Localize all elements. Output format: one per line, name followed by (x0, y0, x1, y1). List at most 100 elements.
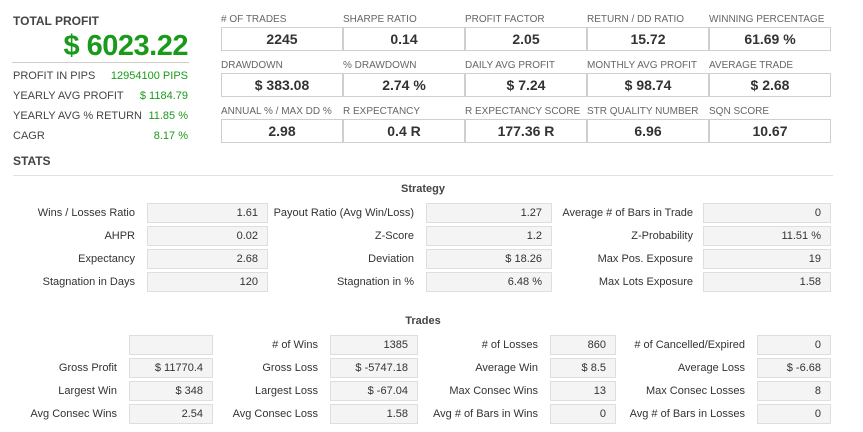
metric-value: $ 7.24 (465, 73, 587, 97)
stat-value: 2.54 (129, 404, 213, 424)
stat-label: Average Loss (677, 362, 745, 374)
stat-label: Avg Consec Wins (30, 408, 117, 420)
stat-label (0, 335, 117, 355)
metric-value: $ 98.74 (587, 73, 709, 97)
stat-value: 0 (550, 404, 616, 424)
stat-label: Z-Probability (631, 230, 693, 242)
stats-title: STATS (13, 154, 51, 168)
stat-label: Max Consec Losses (645, 385, 745, 397)
divider (12, 62, 189, 63)
metric-annual-max-dd: ANNUAL % / MAX DD % 2.98 (221, 105, 343, 143)
stat-label: Stagnation in Days (42, 276, 135, 288)
metric-value: 2245 (221, 27, 343, 51)
summary-row-yearly-avg-profit: YEARLY AVG PROFIT $ 1184.79 (13, 86, 188, 106)
summary-row-cagr: CAGR 8.17 % (13, 126, 188, 146)
total-profit-value: $ 6023.22 (63, 30, 188, 62)
stat-value: 1.27 (426, 203, 552, 223)
metric-trades: # OF TRADES 2245 (221, 13, 343, 51)
summary-value: 11.85 % (148, 110, 188, 122)
metric-daily-avg-profit: DAILY AVG PROFIT $ 7.24 (465, 59, 587, 97)
metric-label: SQN SCORE (709, 106, 770, 117)
metric-value: 15.72 (587, 27, 709, 51)
metric-label: % DRAWDOWN (343, 60, 417, 71)
summary-value: 12954100 PIPS (110, 70, 188, 82)
metric-label: STR QUALITY NUMBER (587, 106, 699, 117)
summary-row-profit-in-pips: PROFIT IN PIPS 12954100 PIPS (13, 66, 188, 86)
stat-label: Average Win (475, 362, 538, 374)
stat-label: # of Wins (272, 339, 318, 351)
metric-value: 10.67 (709, 119, 831, 143)
stat-value (129, 335, 213, 355)
stat-value: 0.02 (147, 226, 268, 246)
summary-label: PROFIT IN PIPS (13, 70, 96, 82)
stat-value: 6.48 % (426, 272, 552, 292)
stat-label: Deviation (368, 253, 414, 265)
stat-value: 1.58 (330, 404, 418, 424)
metric-label: DRAWDOWN (221, 60, 283, 71)
metric-value: 61.69 % (709, 27, 831, 51)
metric-value: $ 2.68 (709, 73, 831, 97)
stat-label: Z-Score (374, 230, 414, 242)
stat-label: Largest Loss (255, 385, 318, 397)
stat-label: Max Pos. Exposure (597, 253, 693, 265)
metric-value: 0.4 R (343, 119, 465, 143)
stat-label: # of Losses (481, 339, 538, 351)
stat-label: Wins / Losses Ratio (37, 207, 135, 219)
trades-title: Trades (405, 315, 441, 327)
stat-label: AHPR (104, 230, 135, 242)
stat-value: $ -5747.18 (330, 358, 418, 378)
summary-row-yearly-avg-return: YEARLY AVG % RETURN 11.85 % (13, 106, 188, 126)
stat-label: Largest Win (58, 385, 117, 397)
metric-label: # OF TRADES (221, 14, 287, 25)
metric-label: PROFIT FACTOR (465, 14, 545, 25)
metric-value: $ 383.08 (221, 73, 343, 97)
stat-value: 120 (147, 272, 268, 292)
stat-label: Avg Consec Loss (232, 408, 318, 420)
metric-sharpe-ratio: SHARPE RATIO 0.14 (343, 13, 465, 51)
stat-value: 1.58 (703, 272, 831, 292)
stat-value: 13 (550, 381, 616, 401)
stat-value: 11.51 % (703, 226, 831, 246)
stat-value: 2.68 (147, 249, 268, 269)
metric-sqn-score: SQN SCORE 10.67 (709, 105, 831, 143)
stat-value: 0 (757, 404, 831, 424)
stat-label: Gross Profit (58, 362, 117, 374)
metric-value: 2.05 (465, 27, 587, 51)
metric-label: WINNING PERCENTAGE (709, 14, 825, 25)
stat-label: Average # of Bars in Trade (562, 207, 693, 219)
strategy-title: Strategy (400, 183, 446, 195)
stat-value: 19 (703, 249, 831, 269)
metric-value: 6.96 (587, 119, 709, 143)
total-profit-label: TOTAL PROFIT (13, 14, 99, 28)
metric-label: MONTHLY AVG PROFIT (587, 60, 698, 71)
stat-label: Stagnation in % (336, 276, 414, 288)
summary-value: $ 1184.79 (139, 90, 188, 102)
stat-value: $ -67.04 (330, 381, 418, 401)
metric-value: 0.14 (343, 27, 465, 51)
metric-label: RETURN / DD RATIO (587, 14, 685, 25)
metric-winning-percentage: WINNING PERCENTAGE 61.69 % (709, 13, 831, 51)
stat-value: 0 (757, 335, 831, 355)
metric-value: 2.98 (221, 119, 343, 143)
stat-value: $ -6.68 (757, 358, 831, 378)
metric-label: R EXPECTANCY SCORE (465, 106, 581, 117)
stat-value: $ 18.26 (426, 249, 552, 269)
metric-pct-drawdown: % DRAWDOWN 2.74 % (343, 59, 465, 97)
metric-value: 177.36 R (465, 119, 587, 143)
stat-label: Avg # of Bars in Losses (629, 408, 745, 420)
summary-label: CAGR (13, 130, 45, 142)
stat-value: 1.61 (147, 203, 268, 223)
metric-value: 2.74 % (343, 73, 465, 97)
metric-monthly-avg-profit: MONTHLY AVG PROFIT $ 98.74 (587, 59, 709, 97)
metric-label: AVERAGE TRADE (709, 60, 794, 71)
metric-r-expectancy: R EXPECTANCY 0.4 R (343, 105, 465, 143)
stat-value: $ 11770.4 (129, 358, 213, 378)
metric-str-quality-number: STR QUALITY NUMBER 6.96 (587, 105, 709, 143)
summary-label: YEARLY AVG PROFIT (13, 90, 124, 102)
metric-average-trade: AVERAGE TRADE $ 2.68 (709, 59, 831, 97)
divider (13, 175, 833, 176)
stat-label: Gross Loss (262, 362, 318, 374)
stat-label: Payout Ratio (Avg Win/Loss) (273, 207, 414, 219)
stat-value: 860 (550, 335, 616, 355)
metric-label: ANNUAL % / MAX DD % (221, 106, 332, 117)
